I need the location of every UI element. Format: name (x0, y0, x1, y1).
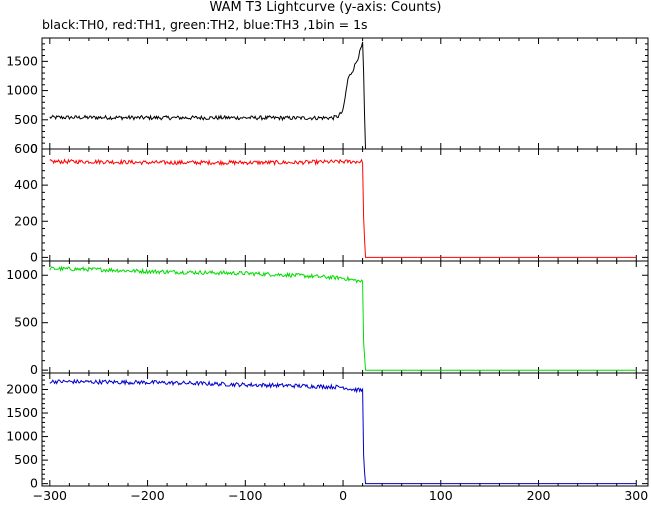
y-tick-label: 1000 (6, 267, 38, 282)
panel-frame-th1 (41, 148, 649, 262)
x-tick-label: −300 (33, 488, 67, 503)
y-tick-label: 400 (14, 177, 38, 192)
y-tick-label: 2000 (6, 381, 38, 396)
y-tick-label: 200 (14, 213, 38, 228)
y-tick-label: 500 (14, 315, 38, 330)
y-tick-label: 1500 (6, 405, 38, 420)
y-tick-label: 600 (14, 141, 38, 156)
y-tick-label: 1500 (6, 53, 38, 68)
chart-title: WAM T3 Lightcurve (y-axis: Counts) (209, 0, 442, 15)
series-line-th0 (49, 41, 637, 150)
y-tick-label: 1000 (6, 83, 38, 98)
y-tick-label: 0 (30, 141, 38, 156)
x-tick-label: −200 (130, 488, 164, 503)
x-tick-label: 100 (429, 488, 453, 503)
series-line-th3 (49, 378, 637, 485)
y-tick-label: 500 (14, 112, 38, 127)
panel-frame-th2 (41, 260, 649, 374)
x-tick-label: 300 (624, 488, 648, 503)
y-tick-label: 500 (14, 452, 38, 467)
y-tick-label: 0 (30, 476, 38, 491)
panel-frame-th3 (41, 372, 649, 487)
y-tick-label: 1000 (6, 429, 38, 444)
x-tick-label: −100 (228, 488, 262, 503)
panel-frame-th0 (41, 37, 649, 150)
y-tick-label: 0 (30, 249, 38, 264)
series-line-th1 (49, 158, 637, 258)
series-line-th2 (49, 265, 637, 371)
chart-subtitle: black:TH0, red:TH1, green:TH2, blue:TH3 … (42, 17, 368, 32)
x-tick-label: 200 (527, 488, 551, 503)
y-tick-label: 0 (30, 362, 38, 377)
x-tick-label: 0 (339, 488, 347, 503)
